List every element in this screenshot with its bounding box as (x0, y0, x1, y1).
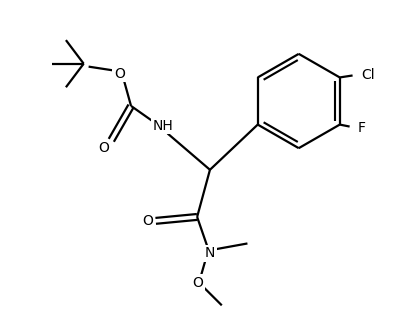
Text: NH: NH (152, 118, 173, 133)
Text: O: O (98, 141, 109, 155)
Text: N: N (205, 246, 215, 260)
Text: O: O (142, 214, 153, 228)
Text: F: F (358, 121, 366, 135)
Text: Cl: Cl (361, 68, 375, 83)
Text: O: O (193, 276, 204, 290)
Text: O: O (114, 66, 125, 81)
